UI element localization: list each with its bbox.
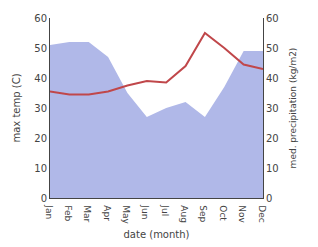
svg-text:40: 40 xyxy=(266,73,279,84)
svg-text:0: 0 xyxy=(41,193,47,204)
svg-text:0: 0 xyxy=(266,193,272,204)
svg-text:30: 30 xyxy=(266,103,279,114)
svg-text:50: 50 xyxy=(34,43,47,54)
svg-text:20: 20 xyxy=(266,133,279,144)
svg-text:Mar: Mar xyxy=(82,205,92,222)
svg-text:10: 10 xyxy=(34,163,47,174)
svg-text:Jan: Jan xyxy=(44,204,54,219)
svg-text:40: 40 xyxy=(34,73,47,84)
svg-text:10: 10 xyxy=(266,163,279,174)
svg-text:60: 60 xyxy=(266,13,279,24)
svg-text:Nov: Nov xyxy=(237,205,247,223)
svg-text:Dec: Dec xyxy=(257,205,267,222)
svg-text:30: 30 xyxy=(34,103,47,114)
svg-text:Aug: Aug xyxy=(179,205,189,223)
svg-text:Feb: Feb xyxy=(63,205,73,221)
svg-text:60: 60 xyxy=(34,13,47,24)
svg-text:50: 50 xyxy=(266,43,279,54)
svg-text:date (month): date (month) xyxy=(124,229,190,240)
svg-text:Oct: Oct xyxy=(218,205,228,221)
svg-text:max temp (C): max temp (C) xyxy=(11,73,22,142)
svg-text:Apr: Apr xyxy=(102,205,112,221)
svg-text:med. precipitation (kg/m2): med. precipitation (kg/m2) xyxy=(288,48,298,169)
svg-text:Jul: Jul xyxy=(160,204,170,216)
svg-text:Sep: Sep xyxy=(198,205,208,222)
svg-text:20: 20 xyxy=(34,133,47,144)
svg-text:Jun: Jun xyxy=(140,204,150,219)
svg-text:May: May xyxy=(121,205,131,224)
